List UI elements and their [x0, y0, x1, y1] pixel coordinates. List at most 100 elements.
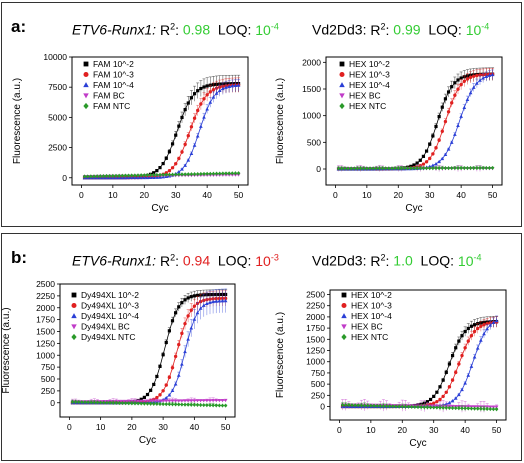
- y-tick-label: 10000: [43, 52, 67, 62]
- data-point: [466, 406, 471, 411]
- data-point: [186, 296, 190, 300]
- data-point: [427, 166, 432, 171]
- data-point: [158, 401, 162, 407]
- data-point: [484, 165, 489, 171]
- loq-label: LOQ:: [217, 252, 252, 269]
- data-point: [485, 406, 489, 412]
- data-point: [161, 402, 165, 407]
- data-point: [476, 326, 480, 331]
- data-point: [450, 378, 455, 382]
- data-point: [494, 318, 499, 323]
- legend-label: FAM 10^-4: [93, 80, 134, 90]
- data-point: [441, 405, 445, 410]
- data-point: [186, 314, 190, 318]
- data-point: [421, 166, 426, 171]
- data-point: [432, 401, 436, 405]
- data-point: [161, 399, 165, 403]
- data-point: [421, 154, 426, 158]
- data-point: [233, 83, 238, 87]
- data-point: [130, 401, 134, 406]
- data-point: [453, 396, 458, 400]
- data-point: [453, 405, 458, 411]
- data-point: [126, 173, 131, 178]
- panel-b-right-header: Vd2Dd3: R2: 1.0 LOQ: 10-4: [312, 252, 482, 269]
- data-point: [465, 165, 470, 171]
- plot-area: [70, 288, 228, 408]
- data-point: [195, 293, 200, 297]
- data-point: [447, 405, 452, 410]
- data-point: [167, 402, 172, 407]
- data-point: [117, 400, 122, 406]
- x-tick-label: 20: [140, 190, 150, 200]
- data-point: [435, 405, 439, 410]
- data-point: [491, 407, 496, 412]
- data-point: [180, 150, 184, 154]
- data-point: [189, 308, 193, 312]
- legend-marker: [339, 102, 345, 110]
- data-point: [177, 172, 181, 177]
- data-point: [456, 123, 460, 128]
- data-point: [446, 147, 451, 151]
- data-point: [399, 166, 404, 171]
- data-point: [142, 395, 146, 399]
- legend-marker: [71, 292, 77, 298]
- x-tick-label: 20: [127, 422, 137, 432]
- data-point: [133, 173, 137, 178]
- series-5: [340, 402, 499, 412]
- data-point: [192, 399, 197, 403]
- data-point: [457, 339, 461, 343]
- data-point: [183, 399, 187, 403]
- data-point: [369, 403, 373, 408]
- data-point: [424, 160, 429, 164]
- data-point: [447, 362, 452, 366]
- plot-frame: [325, 56, 503, 186]
- data-point: [463, 346, 467, 350]
- data-point: [402, 166, 407, 171]
- data-point: [217, 88, 222, 93]
- data-point: [205, 84, 209, 88]
- data-point: [189, 151, 194, 155]
- data-point: [391, 404, 395, 409]
- data-point: [202, 171, 206, 176]
- data-point: [463, 329, 467, 334]
- data-point: [378, 403, 383, 409]
- x-tick-label: 50: [488, 190, 498, 200]
- data-point: [211, 299, 215, 304]
- legend-label: HEX 10^-3: [349, 70, 390, 80]
- data-point: [440, 105, 444, 109]
- data-point: [186, 134, 190, 138]
- data-point: [205, 107, 209, 111]
- data-point: [468, 90, 473, 95]
- y-axis-label: Fluorescence (a.u.): [12, 78, 23, 164]
- data-point: [76, 399, 81, 405]
- data-point: [472, 406, 477, 411]
- data-point: [186, 101, 190, 105]
- data-point: [475, 73, 479, 78]
- x-tick-label: 30: [425, 190, 435, 200]
- series-5: [82, 171, 241, 179]
- data-point: [236, 83, 241, 87]
- data-point: [155, 399, 159, 403]
- data-point: [409, 404, 414, 409]
- data-point: [460, 406, 464, 411]
- data-point: [85, 174, 90, 179]
- data-point: [155, 374, 159, 379]
- loq-label: LOQ:: [420, 252, 455, 269]
- series-5: [336, 165, 495, 171]
- data-point: [214, 91, 219, 95]
- data-point: [444, 370, 448, 374]
- data-point: [108, 400, 112, 405]
- data-point: [164, 399, 169, 403]
- data-point: [152, 382, 156, 387]
- data-point: [462, 79, 466, 83]
- data-point: [95, 400, 100, 405]
- data-point: [170, 172, 175, 177]
- legend-label: Dy494XL 10^-2: [81, 290, 139, 300]
- data-point: [415, 166, 419, 171]
- data-point: [167, 150, 172, 154]
- y-tick-label: 1750: [306, 323, 325, 333]
- data-point: [453, 93, 457, 97]
- gene-name: Vd2Dd3:: [312, 21, 367, 38]
- legend-label: HEX BC: [349, 91, 381, 101]
- data-point: [195, 399, 200, 403]
